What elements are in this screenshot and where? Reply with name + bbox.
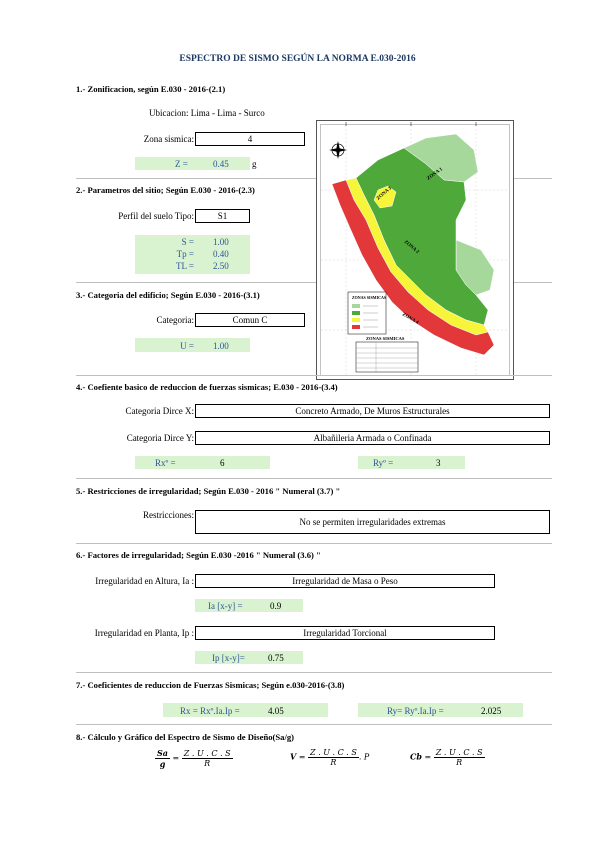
tp-label: Tp =: [176, 249, 194, 259]
restricciones-field[interactable]: No se permiten irregularidades extremas: [195, 510, 550, 534]
formula-sa-num: Sa: [155, 748, 170, 759]
ry-final-v: 2.025: [481, 706, 502, 716]
section-1-heading: 1.- Zonificacion, según E.030 - 2016-(2.…: [76, 84, 226, 94]
rx-cell: [135, 456, 270, 469]
section-3-heading: 3.- Categoria del edificio; Según E.030 …: [76, 290, 260, 300]
s-label: S =: [181, 237, 194, 247]
rx-final-k: Rx = Rxº.Ia.Ip =: [180, 706, 240, 716]
divider: [76, 672, 552, 673]
z-label: Z =: [175, 159, 188, 169]
formula-v-lhs: V: [290, 751, 297, 762]
ry0-label: Ryº =: [373, 458, 394, 468]
formula-sa-den: g: [159, 759, 166, 769]
perfil-field[interactable]: S1: [195, 209, 250, 223]
section-4-heading: 4.- Coefiente basico de reduccion de fue…: [76, 382, 338, 392]
ia-v: 0.9: [270, 601, 282, 611]
ubicacion-text: Ubicacion: Lima - Lima - Surco: [149, 108, 265, 118]
formula-2-tail: . P: [358, 752, 370, 762]
rx-final-v: 4.05: [268, 706, 284, 716]
zona-field[interactable]: 4: [195, 132, 305, 146]
zone-4-area: [331, 179, 495, 356]
ia-cell: [195, 599, 303, 612]
site-params-cell: [135, 235, 250, 274]
rx-final-cell: [163, 703, 328, 717]
section-2-heading: 2.- Parametros del sitio; Según E.030 - …: [76, 185, 255, 195]
map-zone-table: ZONAS SISMICAS: [355, 336, 419, 373]
tl-value: 2.50: [213, 261, 229, 271]
divider: [76, 282, 552, 283]
formula-2-num: Z . U . C . S: [308, 748, 359, 758]
section-6-heading: 6.- Factores de irregularidad; Según E.0…: [76, 550, 321, 560]
u-label: U =: [180, 341, 194, 351]
section-5-heading: 5.- Restricciones de irregularidad; Segú…: [76, 486, 341, 496]
page-title: ESPECTRO DE SISMO SEGÚN LA NORMA E.030-2…: [179, 54, 416, 64]
ip-label: Irregularidad en Planta, Ip :: [94, 628, 194, 638]
s-value: 1.00: [213, 237, 229, 247]
section-8-heading: 8.- Cálculo y Gráfico del Espectro de Si…: [76, 732, 295, 742]
dirce-x-field[interactable]: Concreto Armado, De Muros Estructurales: [195, 404, 550, 418]
formula-3-den: R: [456, 758, 463, 767]
restricciones-label: Restricciones:: [143, 510, 194, 520]
ip-field[interactable]: Irregularidad Torcional: [195, 626, 495, 640]
divider: [76, 478, 552, 479]
z-value: 0.45: [213, 159, 229, 169]
formula-2-den: R: [330, 758, 337, 767]
dirce-y-label: Categoria Dirce Y:: [126, 433, 194, 443]
z-unit: g: [252, 159, 257, 169]
categoria-field[interactable]: Comun C: [195, 313, 305, 327]
ry-final-k: Ry= Ryº.Ia.Ip =: [387, 706, 444, 716]
u-cell: [135, 338, 250, 352]
divider: [76, 178, 552, 179]
formula-3-num: Z . U . C . S: [433, 748, 485, 758]
ia-k: Ia [x-y] =: [208, 601, 243, 611]
formula-cb-lhs: Cb: [410, 751, 422, 762]
section-7-heading: 7.- Coeficientes de reduccion de Fuerzas…: [76, 680, 345, 690]
ia-field[interactable]: Irregularidad de Masa o Peso: [195, 574, 495, 588]
tl-label: TL =: [176, 261, 194, 271]
formula-1-den: R: [204, 759, 211, 768]
divider: [76, 375, 552, 376]
ia-label: Irregularidad en Altura, Ia :: [95, 576, 194, 586]
compass-icon: [329, 141, 347, 159]
seismic-zone-map: ZONA 1 ZONA 2 ZONA 3 ZONA 4 ZONAS SISMIC…: [316, 120, 514, 380]
table-title: ZONAS SISMICAS: [366, 336, 405, 341]
seismic-zone-map-graphic: ZONA 1 ZONA 2 ZONA 3 ZONA 4 ZONAS SISMIC…: [316, 120, 514, 380]
ip-k: Ip [x-y]=: [212, 653, 245, 663]
dirce-x-label: Categoria Dirce X:: [125, 406, 194, 416]
ip-v: 0.75: [268, 653, 284, 663]
divider: [76, 543, 552, 544]
rx0-value: 6: [220, 458, 225, 468]
formula-1-num: Z . U . C . S: [181, 749, 233, 759]
dirce-y-field[interactable]: Albañileria Armada o Confinada: [195, 431, 550, 445]
zona-label: Zona sismica:: [143, 134, 194, 144]
rx0-label: Rxº =: [155, 458, 176, 468]
ry-final-cell: [358, 703, 523, 717]
map-legend: ZONAS SISMICAS: [347, 291, 387, 335]
legend-title: ZONAS SISMICAS: [352, 295, 387, 300]
u-value: 1.00: [213, 341, 229, 351]
tp-value: 0.40: [213, 249, 229, 259]
perfil-label: Perfil del suelo Tipo:: [118, 211, 194, 221]
ip-cell: [195, 651, 303, 664]
ry-cell: [358, 456, 465, 469]
ry0-value: 3: [436, 458, 441, 468]
categoria-label: Categoria:: [156, 315, 195, 325]
divider: [76, 724, 552, 725]
z-cell: [135, 157, 250, 170]
